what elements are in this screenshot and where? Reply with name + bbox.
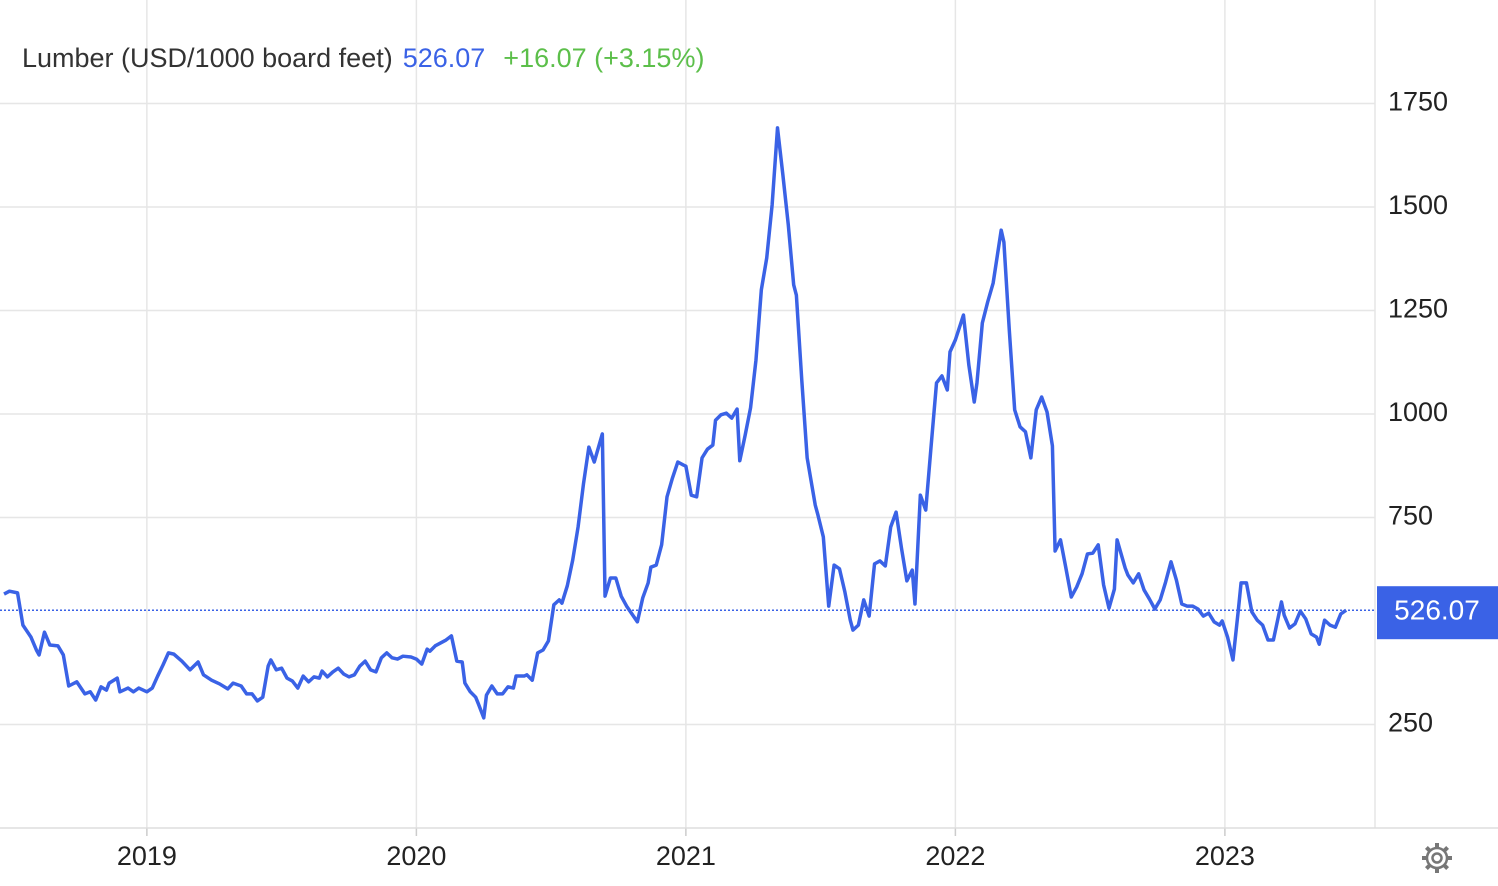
y-tick-label: 250 [1388,708,1433,738]
header-last-value: 526.07 [403,43,486,73]
last-value-badge [1377,586,1498,640]
x-tick-label: 2021 [656,841,716,871]
settings-icon[interactable] [1422,843,1452,873]
y-tick-label: 1250 [1388,294,1448,324]
y-tick-label: 1750 [1388,87,1448,117]
x-tick-label: 2020 [386,841,446,871]
y-tick-label: 1500 [1388,190,1448,220]
x-tick-label: 2022 [925,841,985,871]
x-tick-label: 2023 [1195,841,1255,871]
chart-title: Lumber (USD/1000 board feet) [22,43,393,73]
chart-header: Lumber (USD/1000 board feet) 526.07 +16.07… [22,43,704,73]
header-change: +16.07 (+3.15%) [503,43,704,73]
y-tick-label: 1000 [1388,397,1448,427]
line-series [3,126,1348,720]
y-tick-label: 750 [1388,501,1433,531]
x-tick-label: 2019 [117,841,177,871]
last-value-label: 526.07 [1394,595,1480,626]
